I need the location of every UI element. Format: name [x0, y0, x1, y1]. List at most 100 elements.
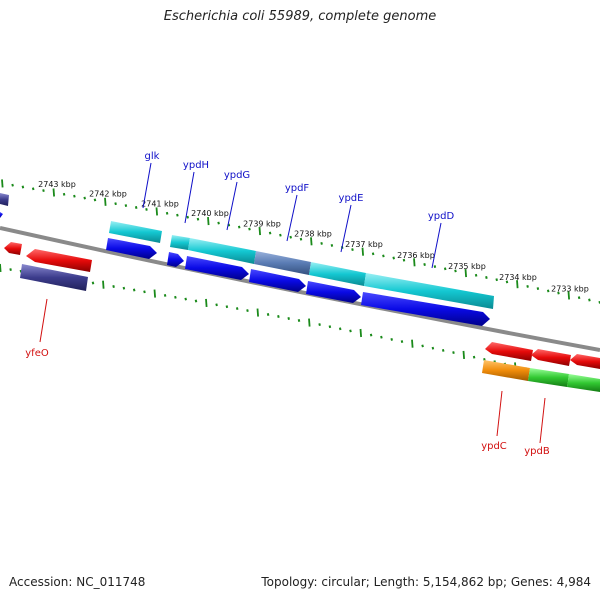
cds-feature[interactable] — [528, 368, 569, 387]
major-tick — [155, 207, 158, 216]
cds-feature[interactable] — [254, 251, 311, 275]
gene-label[interactable]: ypdG — [224, 170, 250, 181]
gene-arrow[interactable] — [0, 212, 3, 218]
minor-tick — [246, 309, 249, 313]
minor-tick — [454, 269, 457, 273]
minor-tick — [536, 287, 540, 291]
major-tick — [516, 280, 519, 289]
tick-label: 2733 kbp — [551, 285, 589, 294]
major-tick — [153, 289, 156, 298]
minor-tick — [402, 258, 406, 262]
minor-tick — [431, 346, 435, 350]
minor-tick — [423, 263, 426, 266]
minor-tick — [134, 206, 138, 209]
minor-tick — [93, 198, 97, 202]
minor-tick — [392, 256, 395, 260]
cds-feature[interactable] — [482, 360, 530, 381]
cds-feature[interactable] — [309, 262, 366, 286]
minor-tick — [421, 344, 424, 348]
minor-tick — [163, 293, 167, 297]
major-tick — [207, 217, 210, 226]
major-tick — [464, 269, 467, 278]
gene-label[interactable]: ypdB — [524, 446, 550, 457]
major-tick — [104, 197, 107, 206]
reverse-gene-labels: yfeO ypdC ypdB — [25, 298, 550, 457]
minor-tick — [124, 204, 128, 208]
gene-arrow[interactable] — [167, 252, 184, 267]
minor-tick — [268, 231, 272, 235]
minor-tick — [452, 351, 455, 355]
minor-tick — [235, 307, 239, 311]
major-tick — [102, 280, 105, 289]
minor-tick — [215, 303, 218, 307]
minor-tick — [577, 296, 581, 300]
gene-label[interactable]: glk — [145, 151, 160, 162]
tick-label: 2741 kbp — [141, 199, 179, 208]
gene-arrow[interactable] — [485, 342, 533, 361]
cds-feature[interactable] — [567, 374, 600, 392]
cds-feature[interactable] — [188, 238, 256, 264]
minor-tick — [349, 329, 352, 333]
minor-tick — [237, 225, 241, 229]
major-tick — [256, 308, 259, 317]
minor-tick — [443, 267, 447, 271]
minor-tick — [382, 254, 385, 258]
major-tick — [310, 237, 313, 246]
minor-tick — [287, 317, 290, 320]
tick-label: 2734 kbp — [499, 273, 537, 282]
minor-tick — [31, 187, 35, 191]
gene-arrow[interactable] — [26, 249, 92, 272]
major-tick — [1, 179, 4, 188]
major-tick — [0, 263, 2, 273]
tick-label: 2737 kbp — [345, 240, 383, 249]
cds-feature[interactable] — [364, 273, 494, 309]
minor-tick — [485, 276, 488, 279]
accession-text: Accession: NC_011748 — [9, 575, 146, 589]
gene-label[interactable]: yfeO — [25, 348, 49, 359]
gene-label[interactable]: ypdC — [481, 441, 507, 452]
minor-tick — [62, 192, 66, 196]
minor-tick — [330, 243, 334, 247]
minor-tick — [114, 202, 117, 206]
forward-gene-labels: glk ypdH ypdG ypdF ypdE ypdD — [142, 151, 455, 269]
minor-tick — [165, 211, 169, 215]
tick-label: 2735 kbp — [448, 262, 486, 271]
gene-label[interactable]: ypdD — [428, 211, 455, 222]
minor-tick — [248, 227, 251, 231]
minor-tick — [266, 313, 270, 316]
minor-tick — [42, 189, 45, 193]
minor-tick — [441, 348, 445, 352]
minor-tick — [176, 213, 179, 217]
cds-feature[interactable] — [109, 221, 162, 243]
gene-arrow[interactable] — [570, 354, 600, 369]
gene-arrow[interactable] — [249, 269, 306, 292]
major-tick — [308, 318, 311, 327]
minor-tick — [390, 337, 393, 341]
minor-tick — [21, 185, 25, 189]
minor-tick — [351, 248, 354, 252]
gene-label[interactable]: ypdF — [285, 183, 310, 194]
minor-tick — [320, 241, 323, 245]
gene-arrow[interactable] — [361, 292, 490, 326]
gene-arrow[interactable] — [185, 256, 249, 280]
minor-tick — [526, 284, 529, 288]
cds-feature[interactable] — [0, 193, 9, 206]
minor-tick — [505, 280, 509, 284]
gene-arrow[interactable] — [306, 281, 361, 303]
major-tick — [52, 188, 55, 197]
cds-feature[interactable] — [170, 235, 190, 250]
gene-arrow[interactable] — [106, 238, 157, 259]
gene-label[interactable]: ypdH — [183, 160, 209, 171]
cds-feature[interactable] — [20, 264, 88, 291]
gene-arrow[interactable] — [531, 349, 571, 366]
major-tick — [359, 328, 362, 338]
gene-label[interactable]: ypdE — [339, 193, 364, 204]
minor-tick — [474, 273, 478, 277]
tick-label: 2736 kbp — [397, 251, 435, 260]
gene-arrow[interactable] — [4, 242, 22, 255]
minor-tick — [132, 288, 136, 292]
minor-tick — [186, 215, 189, 219]
tick-label: 2743 kbp — [38, 180, 76, 189]
